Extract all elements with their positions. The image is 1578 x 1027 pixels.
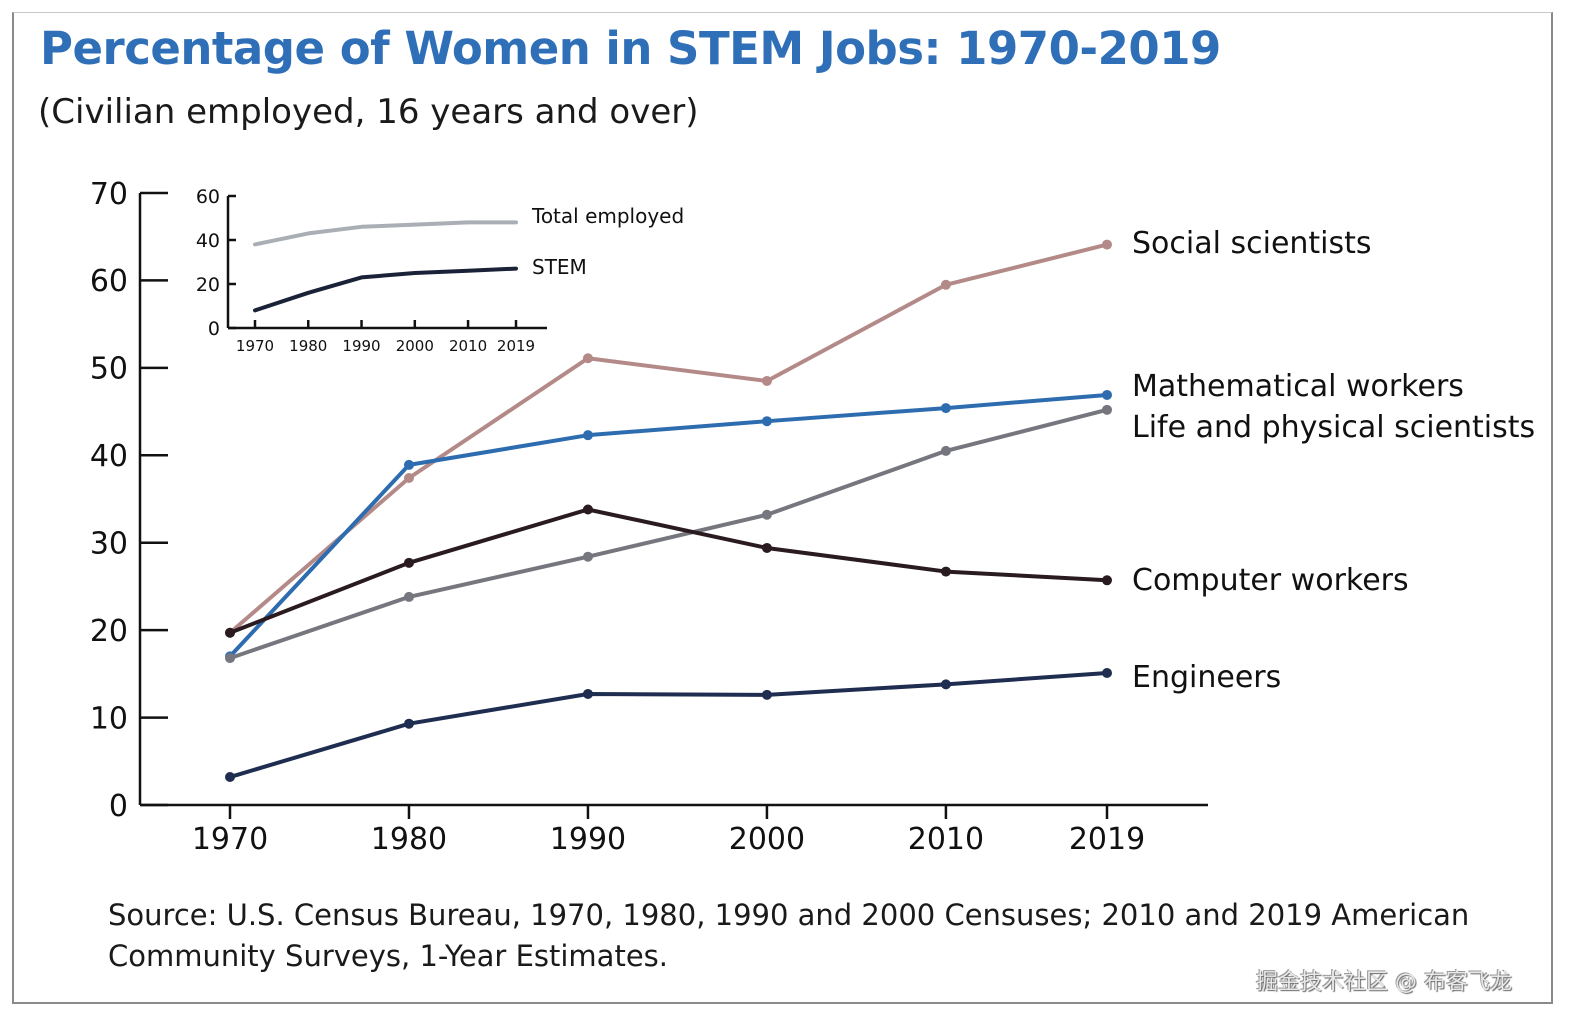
y-tick-label: 50 (90, 352, 128, 387)
series-label-stem: STEM (532, 255, 587, 279)
y-tick-label: 40 (90, 439, 128, 474)
x-tick-label: 1980 (371, 822, 447, 857)
y-tick-label: 30 (90, 527, 128, 562)
data-point-engineers (225, 772, 235, 783)
y-tick-label: 20 (196, 274, 220, 296)
data-point-life-and-physical-scientists (403, 591, 414, 602)
data-point-life-and-physical-scientists (761, 509, 772, 520)
data-point-social-scientists (1102, 239, 1112, 250)
series-line-mathematical-workers (228, 392, 1109, 659)
data-point-engineers (1102, 667, 1112, 678)
x-tick-label: 2010 (908, 822, 984, 857)
series-label-social-scientists: Social scientists (1132, 226, 1372, 261)
y-tick-label: 70 (90, 177, 128, 212)
chart-frame (12, 12, 1553, 1004)
x-tick-label: 2010 (449, 337, 487, 355)
data-point-computer-workers (761, 542, 772, 553)
data-point-engineers (582, 688, 593, 699)
x-tick-label: 2019 (497, 337, 535, 355)
data-point-mathematical-workers (582, 430, 593, 441)
data-point-engineers (403, 718, 414, 729)
data-point-life-and-physical-scientists (940, 445, 951, 456)
y-tick-label: 40 (196, 230, 220, 252)
data-point-life-and-physical-scientists (225, 653, 235, 664)
data-point-mathematical-workers (940, 403, 951, 414)
y-tick-label: 10 (90, 701, 128, 736)
series-label-life-and-physical-scientists: Life and physical scientists (1132, 410, 1535, 445)
x-tick-label: 2019 (1069, 822, 1145, 857)
series-line-life-and-physical-scientists (228, 407, 1109, 661)
data-point-computer-workers (403, 557, 414, 568)
series-line-computer-workers (228, 507, 1109, 635)
y-tick-label: 0 (208, 318, 220, 340)
data-point-mathematical-workers (403, 459, 414, 470)
y-tick-label: 60 (90, 264, 128, 299)
data-point-mathematical-workers (761, 416, 772, 427)
source-note: Source: U.S. Census Bureau, 1970, 1980, … (108, 898, 1470, 973)
y-tick-label: 20 (90, 614, 128, 649)
x-tick-label: 2000 (396, 337, 434, 355)
data-point-computer-workers (940, 566, 951, 577)
data-point-social-scientists (403, 473, 414, 484)
series-line-engineers (228, 670, 1109, 780)
y-tick-label: 0 (109, 789, 128, 824)
x-tick-label: 1990 (550, 822, 626, 857)
chart-title: Percentage of Women in STEM Jobs: 1970-2… (40, 22, 1221, 75)
x-tick-label: 1970 (192, 822, 268, 857)
series-line-total-employed (253, 220, 518, 247)
chart-subtitle: (Civilian employed, 16 years and over) (38, 92, 699, 132)
x-tick-label: 1980 (289, 337, 327, 355)
series-label-mathematical-workers: Mathematical workers (1132, 369, 1464, 404)
watermark: 掘金技术社区 @ 布客飞龙 (1256, 970, 1512, 995)
series-line-stem (253, 266, 518, 313)
data-point-computer-workers (1102, 575, 1112, 586)
data-point-engineers (761, 689, 772, 700)
data-point-life-and-physical-scientists (1102, 404, 1112, 415)
data-point-computer-workers (225, 627, 235, 638)
series-label-engineers: Engineers (1132, 660, 1281, 695)
data-point-computer-workers (582, 504, 593, 515)
data-point-social-scientists (940, 279, 951, 290)
data-point-social-scientists (761, 375, 772, 386)
x-tick-label: 1970 (236, 337, 274, 355)
x-tick-label: 2000 (729, 822, 805, 857)
series-line-social-scientists (228, 242, 1109, 635)
data-point-mathematical-workers (1102, 389, 1112, 400)
series-label-computer-workers: Computer workers (1132, 563, 1409, 598)
y-tick-label: 60 (196, 186, 220, 208)
data-point-engineers (940, 679, 951, 690)
x-tick-label: 1990 (342, 337, 380, 355)
data-point-life-and-physical-scientists (582, 551, 593, 562)
series-label-total-employed: Total employed (531, 204, 684, 228)
data-point-social-scientists (582, 353, 593, 364)
